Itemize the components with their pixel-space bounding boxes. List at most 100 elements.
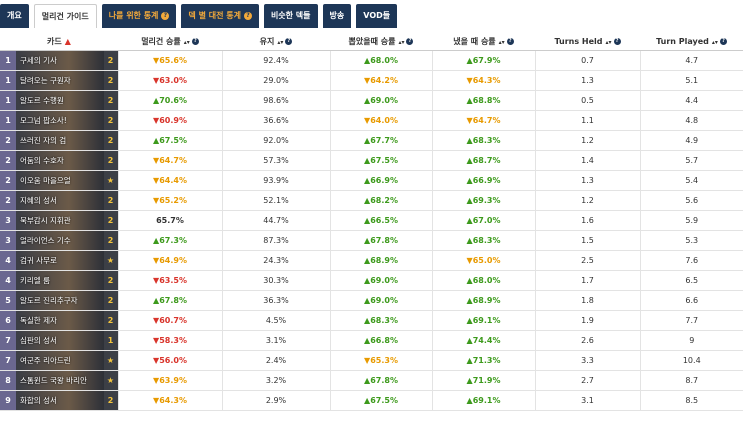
help-icon: ? <box>613 37 621 45</box>
help-icon: ? <box>506 37 514 45</box>
card-name: 키리엘 룸 <box>16 271 104 290</box>
card-cell: 4 검귀 사무로 ★ <box>0 250 118 271</box>
kept-cell: 36.6% <box>221 110 330 131</box>
card-row: 6 독실한 제자 2 ▼60.7% 4.5% ▲68.3% ▲69.1% 1.9 7.7 <box>0 310 743 331</box>
winrate-cell: ▲68.2% <box>329 190 432 211</box>
turns-held-cell: 0.5 <box>534 90 640 111</box>
card-tile[interactable]: 9 화합의 성서 2 <box>0 391 118 410</box>
card-row: 2 쓰러진 자의 검 2 ▲67.5% 92.0% ▲67.7% ▲68.3% 1.2 4.9 <box>0 130 743 151</box>
column-header[interactable]: 냈을 때 승률 ▴▾? <box>432 32 535 51</box>
card-cell: 9 화합의 성서 2 <box>0 390 118 411</box>
tab-label: 나를 위한 통계 <box>108 11 159 20</box>
winrate-cell: ▲67.7% <box>329 130 432 151</box>
header-label: 뽑았을때 승률 <box>348 36 396 46</box>
card-tile[interactable]: 7 여군주 리아드린 ★ <box>0 351 118 370</box>
card-cost: 2 <box>0 171 16 190</box>
tab-label: 멀리건 가이드 <box>41 12 89 21</box>
card-tile[interactable]: 7 심판의 성서 1 <box>0 331 118 350</box>
sort-icon: ▴▾ <box>398 38 405 46</box>
card-name: 화합의 성서 <box>16 391 104 410</box>
winrate-cell: ▼64.3% <box>117 390 222 411</box>
card-name: 알도르 진리추구자 <box>16 291 104 310</box>
card-count: 2 <box>103 151 118 170</box>
winrate-cell: ▼63.9% <box>117 370 222 391</box>
kept-cell: 98.6% <box>221 90 330 111</box>
help-icon: ? <box>406 37 414 45</box>
card-cost: 5 <box>0 291 16 310</box>
tab[interactable]: 개요 <box>0 4 29 28</box>
tab[interactable]: 덱 별 대전 통계? <box>181 4 259 28</box>
card-name: 쓰러진 자의 검 <box>16 131 104 150</box>
turns-held-cell: 1.7 <box>534 270 640 291</box>
header-label: Turn Played <box>656 36 709 46</box>
turns-held-cell: 3.1 <box>534 390 640 411</box>
turns-held-cell: 3.3 <box>534 350 640 371</box>
winrate-cell: ▲68.3% <box>431 130 535 151</box>
turn-played-cell: 5.7 <box>639 150 743 171</box>
card-cost: 1 <box>0 91 16 110</box>
column-header[interactable]: 유지 ▴▾? <box>222 32 330 51</box>
card-tile[interactable]: 1 달려오는 구원자 2 <box>0 71 118 90</box>
tab[interactable]: 방송 <box>322 4 352 28</box>
card-name: 모그넘 팝소사! <box>16 111 104 130</box>
card-tile[interactable]: 3 북부감시 지휘관 2 <box>0 211 118 230</box>
card-name: 스톰윈드 국왕 바리안 <box>16 371 104 390</box>
tab[interactable]: 나를 위한 통계? <box>101 4 177 28</box>
card-tile[interactable]: 2 이오움 마을으얼 ★ <box>0 171 118 190</box>
tab[interactable]: VOD들 <box>356 4 398 28</box>
turns-held-cell: 1.5 <box>534 230 640 251</box>
card-count: 2 <box>103 111 118 130</box>
card-cost: 8 <box>0 371 16 390</box>
card-name: 이오움 마을으얼 <box>16 171 104 190</box>
card-cost: 4 <box>0 271 16 290</box>
card-cost: 2 <box>0 191 16 210</box>
winrate-cell: ▲68.8% <box>431 90 535 111</box>
sort-icon: ▴▾ <box>277 38 284 46</box>
card-count: ★ <box>103 351 118 370</box>
card-cost: 2 <box>0 131 16 150</box>
column-header[interactable]: 멀리건 승률 ▴▾? <box>118 32 222 51</box>
kept-cell: 93.9% <box>221 170 330 191</box>
card-count: 2 <box>103 71 118 90</box>
card-cost: 1 <box>0 51 16 70</box>
card-tile[interactable]: 6 독실한 제자 2 <box>0 311 118 330</box>
kept-cell: 44.7% <box>221 210 330 231</box>
column-header[interactable]: Turns Held ▴▾? <box>535 32 640 51</box>
sort-icon: ▴▾ <box>711 38 718 46</box>
winrate-cell: ▼63.0% <box>117 70 222 91</box>
card-cost: 7 <box>0 331 16 350</box>
card-tile[interactable]: 1 모그넘 팝소사! 2 <box>0 111 118 130</box>
card-tile[interactable]: 8 스톰윈드 국왕 바리안 ★ <box>0 371 118 390</box>
tab[interactable]: 멀리건 가이드 <box>33 4 97 28</box>
winrate-cell: ▲68.9% <box>431 290 535 311</box>
card-tile[interactable]: 2 어둠의 수호자 2 <box>0 151 118 170</box>
winrate-cell: ▲67.0% <box>431 210 535 231</box>
card-tile[interactable]: 1 구세의 기사 2 <box>0 51 118 70</box>
kept-cell: 2.9% <box>221 390 330 411</box>
help-icon: ? <box>161 11 170 20</box>
column-header[interactable]: 카드 ▲ <box>0 32 118 51</box>
card-tile[interactable]: 1 알도르 수행원 2 <box>0 91 118 110</box>
card-tile[interactable]: 2 지혜의 성서 2 <box>0 191 118 210</box>
tab[interactable]: 비슷한 덱들 <box>263 4 318 28</box>
card-cost: 1 <box>0 111 16 130</box>
card-tile[interactable]: 3 얼라이언스 기수 2 <box>0 231 118 250</box>
winrate-cell: ▼64.2% <box>329 70 432 91</box>
winrate-cell: 65.7% <box>117 210 222 231</box>
winrate-cell: ▼63.5% <box>117 270 222 291</box>
turn-played-cell: 9 <box>639 330 743 351</box>
turns-held-cell: 2.6 <box>534 330 640 351</box>
header-row: 카드 ▲ 멀리건 승률 ▴▾? 유지 ▴▾? 뽑았을때 승률 ▴▾? 냈을 때 승률 ▴▾? Tur… <box>0 32 743 51</box>
winrate-cell: ▼65.6% <box>117 50 222 71</box>
card-row: 5 알도르 진리추구자 2 ▲67.8% 36.3% ▲69.0% ▲68.9% 1.8 6.6 <box>0 290 743 311</box>
kept-cell: 3.2% <box>221 370 330 391</box>
card-tile[interactable]: 5 알도르 진리추구자 2 <box>0 291 118 310</box>
column-header[interactable]: Turn Played ▴▾? <box>640 32 743 51</box>
header-label: 멀리건 승률 <box>141 36 181 46</box>
kept-cell: 4.5% <box>221 310 330 331</box>
card-tile[interactable]: 4 검귀 사무로 ★ <box>0 251 118 270</box>
card-cell: 7 여군주 리아드린 ★ <box>0 350 118 371</box>
column-header[interactable]: 뽑았을때 승률 ▴▾? <box>330 32 432 51</box>
